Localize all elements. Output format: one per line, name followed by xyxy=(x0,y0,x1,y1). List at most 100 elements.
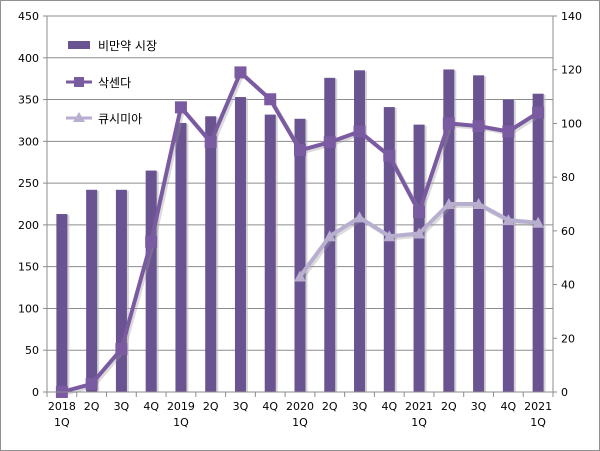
bar xyxy=(473,75,485,392)
right-tick-label: 60 xyxy=(561,225,575,238)
line-marker xyxy=(115,343,128,356)
line-marker xyxy=(204,136,217,149)
bar xyxy=(56,214,68,392)
x-tick-label-line: 2Q xyxy=(441,400,457,413)
bar xyxy=(205,116,217,393)
left-tick-label: 50 xyxy=(25,344,39,357)
line-marker xyxy=(413,206,426,219)
line-marker xyxy=(294,144,306,157)
line-marker xyxy=(323,230,336,242)
x-tick-label: 2021 1Q xyxy=(524,400,552,429)
bar xyxy=(234,97,246,392)
left-tick-label: 0 xyxy=(32,386,39,399)
x-tick-label-line: 3Q xyxy=(352,400,368,413)
left-tick-label: 400 xyxy=(18,52,39,65)
x-tick-label-line: 2Q xyxy=(203,400,219,413)
line-marker xyxy=(413,227,426,239)
x-tick-label-line: 4Q xyxy=(262,400,278,413)
x-tick-label: 3Q xyxy=(352,400,368,413)
x-tick-label-line: 1Q xyxy=(292,416,308,429)
x-tick-label: 2020 1Q xyxy=(286,400,314,429)
left-tick-label: 150 xyxy=(18,261,39,274)
x-tick-label-line: 1Q xyxy=(173,416,189,429)
line-marker xyxy=(383,230,396,242)
bar xyxy=(115,189,127,392)
x-tick-label-line: 3Q xyxy=(471,400,487,413)
legend-label: 비만약 시장 xyxy=(98,38,157,53)
x-tick-label: 4Q xyxy=(143,400,159,413)
bar xyxy=(145,170,157,392)
x-tick-label: 2018 1Q xyxy=(48,400,76,429)
line-marker xyxy=(502,214,515,226)
right-axis-ticks: 0 20 40 60 80 100 120 140 xyxy=(553,10,582,399)
bar xyxy=(383,107,395,392)
bar xyxy=(264,114,276,393)
x-tick-label-line: 2019 xyxy=(167,400,195,413)
left-tick-label: 100 xyxy=(18,302,39,315)
line-marker xyxy=(174,101,187,114)
bar xyxy=(86,189,98,392)
x-tick-label-line: 3Q xyxy=(114,400,130,413)
legend-label: 삭센다 xyxy=(98,76,131,90)
left-tick-label: 350 xyxy=(18,94,39,107)
line-marker xyxy=(532,106,545,119)
legend-marker xyxy=(74,77,84,87)
line-marker xyxy=(472,198,485,209)
x-tick-label-line: 4Q xyxy=(143,400,159,413)
x-tick-label: 4Q xyxy=(381,400,397,413)
line-marker xyxy=(85,377,98,390)
x-tick-label-line: 2018 xyxy=(48,400,76,413)
line-series xyxy=(55,66,545,398)
bar xyxy=(532,93,544,392)
left-axis-ticks: 0 50 100 150 200 250 300 350 400 450 xyxy=(18,10,47,399)
right-tick-label: 140 xyxy=(561,10,582,23)
x-axis-ticks: 2018 1Q 2Q 3Q 4Q 2019 1Q 2Q 3Q 4Q 2020 1Q 2Q 3Q 4Q 2021… xyxy=(48,400,552,429)
x-tick-label-line: 2021 xyxy=(405,400,433,413)
x-tick-label: 2021 1Q xyxy=(405,400,433,429)
x-tick-label-line: 4Q xyxy=(381,400,397,413)
left-tick-label: 300 xyxy=(18,135,39,148)
x-tick-label-line: 2Q xyxy=(84,400,100,413)
line-marker xyxy=(442,198,455,209)
bar xyxy=(502,99,514,393)
axes xyxy=(46,16,554,397)
line-marker xyxy=(145,235,158,248)
left-tick-label: 450 xyxy=(18,10,39,23)
right-tick-label: 100 xyxy=(561,117,582,130)
line-marker xyxy=(442,117,455,130)
line-marker xyxy=(294,270,306,282)
x-tick-label: 3Q xyxy=(471,400,487,413)
x-tick-label: 2Q xyxy=(84,400,100,413)
right-tick-label: 20 xyxy=(561,332,575,345)
line-marker xyxy=(264,93,277,106)
legend-label: 큐시미아 xyxy=(98,112,142,126)
right-tick-label: 120 xyxy=(561,64,582,77)
x-tick-label-line: 4Q xyxy=(501,400,517,413)
line-marker xyxy=(383,149,396,162)
x-tick-label-line: 1Q xyxy=(411,416,427,429)
legend-marker xyxy=(73,112,85,122)
right-tick-label: 40 xyxy=(561,279,575,292)
line-marker xyxy=(353,211,366,223)
line-marker xyxy=(323,136,336,149)
x-tick-label: 3Q xyxy=(233,400,249,413)
x-tick-label-line: 1Q xyxy=(530,416,546,429)
right-tick-label: 80 xyxy=(561,171,575,184)
bar xyxy=(175,122,187,392)
right-tick-label: 0 xyxy=(561,386,568,399)
line-marker xyxy=(502,125,515,138)
line-marker xyxy=(472,120,485,133)
line-marker xyxy=(234,66,247,79)
line-marker xyxy=(532,216,545,228)
left-tick-label: 250 xyxy=(18,177,39,190)
bar xyxy=(443,69,455,392)
left-tick-label: 200 xyxy=(18,219,39,232)
x-tick-label-line: 2Q xyxy=(322,400,338,413)
x-tick-label: 2019 1Q xyxy=(167,400,195,429)
x-tick-label-line: 2020 xyxy=(286,400,314,413)
x-tick-label: 4Q xyxy=(501,400,517,413)
x-tick-label: 3Q xyxy=(114,400,130,413)
x-tick-label-line: 2021 xyxy=(524,400,552,413)
